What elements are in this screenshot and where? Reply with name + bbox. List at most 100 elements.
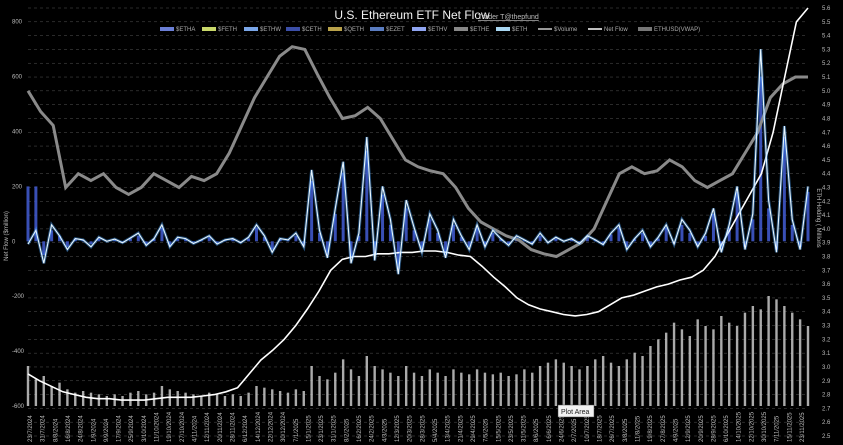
volume-bar [176, 391, 179, 406]
flow-bar [491, 233, 495, 242]
x-tick-label: 31/7/2024 [41, 415, 47, 442]
flow-bar [239, 241, 243, 243]
volume-bar [491, 374, 495, 406]
right-tick-label: 5.3 [822, 47, 831, 53]
x-tick-label: 10/7/2025 [585, 415, 591, 442]
volume-bar [775, 299, 778, 406]
volume-bar [523, 369, 526, 406]
volume-bar [397, 376, 400, 406]
x-tick-label: 11/8/2025 [635, 415, 641, 442]
x-tick-label: 7/5/2025 [484, 418, 490, 442]
volume-bar [712, 329, 715, 406]
flow-bar [444, 241, 448, 256]
right-tick-label: 4.1 [822, 213, 831, 219]
legend-swatch [160, 27, 174, 31]
flow-bar [73, 238, 77, 242]
legend-swatch [244, 27, 258, 31]
flow-bar [483, 241, 487, 246]
right-tick-label: 5.0 [822, 89, 831, 95]
flow-bar [499, 239, 503, 242]
volume-bar [66, 389, 69, 406]
right-tick-label: 3.9 [822, 241, 831, 247]
volume-bar [365, 356, 368, 406]
right-tick-label: 4.6 [822, 144, 831, 150]
legend-item[interactable]: $ETHV [412, 27, 447, 33]
right-tick-label: 4.4 [822, 172, 831, 178]
legend-item[interactable]: $ETHW [244, 27, 281, 33]
volume-bar [428, 369, 432, 406]
flow-bar [696, 241, 700, 246]
x-tick-label: 26/7/2025 [610, 415, 616, 442]
legend-item[interactable]: $FETH [202, 27, 237, 33]
left-tick-label: 0 [12, 239, 16, 245]
x-tick-label: 27/10/2024 [180, 411, 186, 442]
flow-bar [451, 224, 455, 242]
legend-item[interactable]: Net Flow [588, 27, 628, 33]
legend-item[interactable]: $ETHA [160, 27, 195, 33]
chart-title: U.S. Ethereum ETF Net Flow [334, 8, 490, 22]
left-axis-ticks: 800 600 400 200 0 -200 -400 -600 [12, 20, 25, 410]
plot-area-badge[interactable]: Plot Area [557, 404, 595, 418]
x-tick-label: 8/2/2025 [344, 418, 350, 442]
legend-item[interactable]: $EZET [370, 27, 405, 33]
volume-bar [278, 391, 282, 406]
x-tick-label: 13/4/2025 [446, 415, 452, 442]
flow-bar [270, 241, 274, 250]
volume-bar [515, 374, 518, 406]
x-tick-label: 8/6/2025 [534, 418, 540, 442]
volume-bar [239, 396, 242, 406]
flow-bar [357, 235, 361, 242]
volume-bar [294, 389, 298, 406]
flow-bar [26, 186, 30, 242]
volume-bar [704, 326, 707, 406]
legend-item[interactable]: $Volume [538, 27, 578, 33]
volume-bar [452, 369, 455, 406]
flow-bar [388, 224, 392, 242]
left-tick-label: -200 [12, 294, 25, 300]
left-tick-label: 200 [12, 184, 23, 190]
volume-bar [326, 379, 329, 406]
x-tick-label: 20/3/2025 [408, 415, 414, 442]
x-tick-label: 8/8/2024 [53, 418, 59, 442]
volume-bar [633, 352, 636, 406]
volume-bar [578, 369, 581, 406]
flow-bar [42, 241, 46, 256]
volume-bar [594, 359, 597, 406]
legend-swatch [328, 27, 342, 31]
x-tick-label: 24/8/2024 [79, 415, 85, 442]
flow-bar [798, 241, 802, 247]
x-tick-label: 20/11/2024 [218, 412, 224, 442]
volume-bar [657, 339, 660, 406]
volume-bar [231, 394, 235, 406]
legend-item[interactable]: $CETH [286, 27, 322, 33]
x-tick-label: 23/11/2025 [800, 412, 806, 442]
volume-bar [680, 329, 684, 406]
flow-bar [223, 240, 227, 242]
legend-label: $FETH [218, 27, 237, 33]
legend-item[interactable]: $QETH [328, 27, 364, 33]
x-tick-label: 31/1/2025 [332, 415, 338, 442]
volume-bar [649, 346, 652, 406]
flow-bar [459, 237, 463, 242]
flow-bar [743, 241, 747, 247]
volume-bar [263, 387, 266, 406]
legend-label: $Volume [554, 27, 578, 33]
left-tick-label: 800 [12, 20, 23, 26]
volume-bar [617, 366, 621, 406]
volume-bar [791, 312, 794, 406]
volume-bar [208, 392, 211, 406]
x-tick-label: 16/6/2025 [547, 415, 553, 442]
flow-bar [625, 241, 629, 247]
legend-item[interactable]: $ETH [496, 27, 527, 33]
legend-label: Net Flow [604, 27, 628, 33]
flow-bar [806, 191, 810, 242]
volume-bar [743, 312, 747, 406]
legend-item[interactable]: ETHUSD(VWAP) [638, 27, 700, 33]
volume-bar [570, 366, 573, 406]
x-tick-label: 28/11/2024 [230, 412, 236, 442]
legend-item[interactable]: $ETHE [454, 27, 489, 33]
flow-bar [680, 224, 684, 242]
flow-bar [609, 234, 613, 242]
flow-bar [318, 233, 322, 242]
